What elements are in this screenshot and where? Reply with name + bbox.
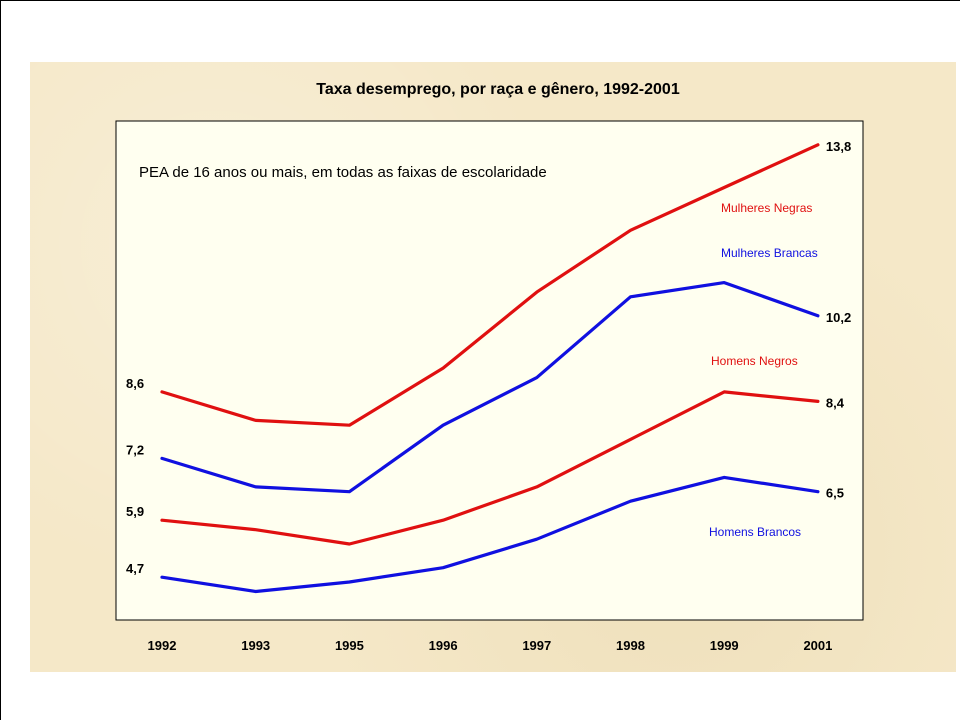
plot-area (115, 120, 864, 621)
x-tick-label-1996: 1996 (429, 638, 458, 653)
x-tick-label-1997: 1997 (522, 638, 551, 653)
series-name-mulheres-brancas: Mulheres Brancas (721, 246, 818, 260)
x-tick-label-1995: 1995 (335, 638, 364, 653)
end-label-homens-negros: 8,4 (826, 395, 845, 410)
end-label-mulheres-negras: 13,8 (826, 139, 851, 154)
series-name-homens-negros: Homens Negros (711, 354, 798, 368)
start-label-mulheres-negras: 8,6 (126, 376, 144, 391)
series-line-homens-brancos (160, 475, 820, 594)
end-label-homens-brancos: 6,5 (826, 486, 844, 501)
labels-group: Mulheres Negras 8,6 13,8 Mulheres Brancas 7,… (126, 139, 851, 576)
x-tick-label-1993: 1993 (241, 638, 270, 653)
series-name-homens-brancos: Homens Brancos (709, 525, 801, 539)
start-label-mulheres-brancas: 7,2 (126, 442, 144, 457)
start-label-homens-brancos: 4,7 (126, 561, 144, 576)
x-tick-label-2001: 2001 (803, 638, 832, 653)
chart-title: Taxa desemprego, por raça e gênero, 1992… (316, 81, 680, 98)
series-line-mulheres-brancas (160, 281, 820, 494)
series-group (160, 143, 820, 594)
start-label-homens-negros: 5,9 (126, 504, 144, 519)
chart-subtitle: PEA de 16 anos ou mais, em todas as faix… (139, 164, 547, 181)
x-tick-label-1992: 1992 (148, 638, 177, 653)
series-line-mulheres-negras (160, 143, 820, 427)
series-line-homens-negros (160, 390, 820, 546)
x-axis-ticks: 1992 1993 1995 1996 1997 1998 1999 2001 (148, 638, 833, 653)
end-label-mulheres-brancas: 10,2 (826, 310, 851, 325)
series-name-mulheres-negras: Mulheres Negras (721, 201, 812, 215)
x-tick-label-1999: 1999 (710, 638, 739, 653)
x-tick-label-1998: 1998 (616, 638, 645, 653)
